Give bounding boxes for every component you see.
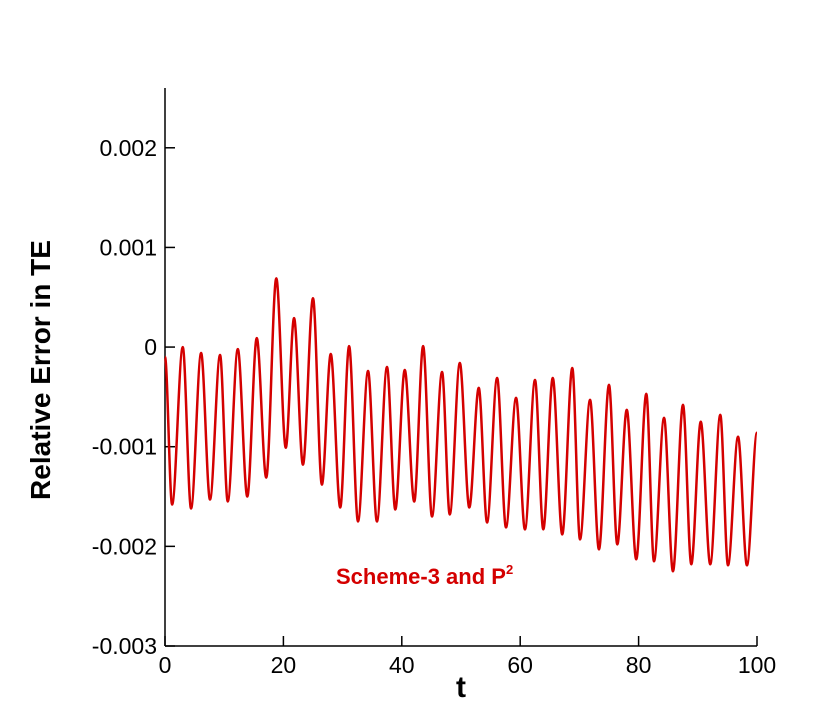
x-tick-label: 100	[738, 652, 776, 678]
y-tick-label: -0.003	[92, 633, 157, 659]
annotation-superscript: 2	[506, 562, 513, 577]
y-tick-label: -0.002	[92, 533, 157, 559]
y-tick-label: 0.002	[99, 135, 157, 161]
y-tick-label: 0	[144, 334, 157, 360]
y-tick-label: 0.001	[99, 234, 157, 260]
x-tick-label: 80	[626, 652, 652, 678]
annotation-text: Scheme-3 and P	[336, 564, 506, 589]
data-line	[163, 277, 759, 573]
y-axis-label: Relative Error in TE	[25, 240, 56, 500]
x-tick-label: 0	[159, 652, 172, 678]
x-axis-label: t	[456, 671, 466, 704]
x-tick-label: 20	[271, 652, 297, 678]
x-tick-label: 40	[389, 652, 415, 678]
annotation: Scheme-3 and P2	[336, 562, 513, 589]
y-tick-label: -0.001	[92, 434, 157, 460]
x-tick-label: 60	[507, 652, 533, 678]
